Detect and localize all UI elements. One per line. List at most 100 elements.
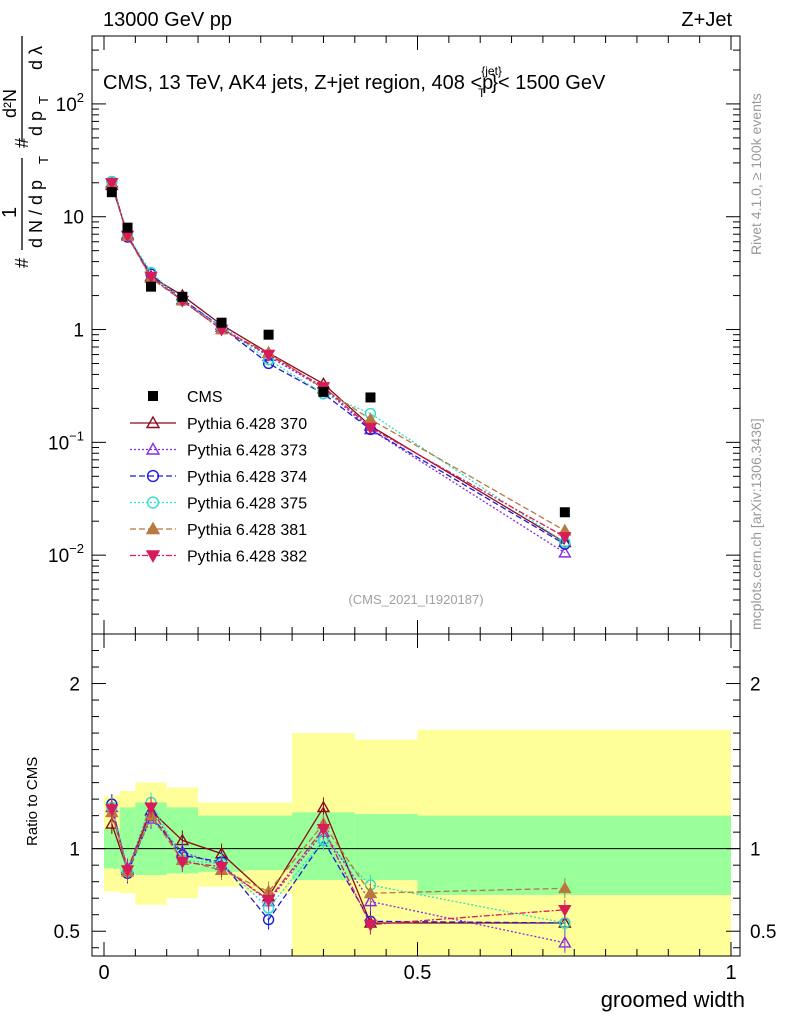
cms-data-point [263, 329, 274, 340]
series-line-main [111, 181, 566, 543]
y-tick-label-main: 10 [63, 208, 84, 229]
cms-data-point [122, 222, 133, 233]
cms-data-point [177, 291, 188, 302]
plot-title: CMS, 13 TeV, AK4 jets, Z+jet region, 408… [103, 64, 606, 100]
series-marker-ratio [316, 824, 331, 836]
series-marker-ratio [261, 895, 276, 907]
top-panel: 10−2 10−1 1 10 102 CMS, 13 TeV, AK4 jets, Z+… [48, 35, 741, 635]
series-marker-main [558, 545, 572, 558]
legend-entry: Pythia 6.428 381 [130, 521, 307, 539]
svg-text:d p: d p [26, 111, 46, 136]
x-tick-label: 1 [725, 962, 736, 984]
legend-label: Pythia 6.428 382 [187, 549, 307, 566]
series-marker-main [363, 422, 378, 435]
legend-label: Pythia 6.428 375 [187, 496, 307, 513]
svg-text:1: 1 [0, 207, 21, 218]
plot-title-sub: T [478, 86, 486, 100]
cms-data-point [106, 187, 117, 198]
cms-data-point [365, 392, 376, 403]
legend-entry: Pythia 6.428 374 [130, 469, 307, 486]
uncertainty-band-green [354, 813, 418, 881]
legend-entry: Pythia 6.428 382 [130, 549, 307, 566]
svg-text:T: T [36, 96, 51, 104]
header-left: 13000 GeV pp [103, 9, 232, 31]
series-line-main [111, 182, 566, 538]
uncertainty-band-green [245, 815, 293, 871]
legend-label: Pythia 6.428 370 [187, 416, 307, 433]
series-marker-ratio [105, 804, 119, 816]
svg-text:d λ: d λ [26, 46, 46, 70]
series-marker-ratio [144, 802, 158, 815]
top-panel-frame [91, 35, 741, 635]
svg-text:T: T [36, 156, 51, 164]
header-right: Z+Jet [681, 9, 732, 31]
cms-data-point [559, 507, 570, 518]
legend: CMS Pythia 6.428 370 Pythia 6.428 373 Pythi… [130, 389, 307, 566]
x-tick-label: 0.5 [404, 962, 432, 984]
legend-entry: Pythia 6.428 373 [130, 442, 307, 460]
legend-marker [146, 469, 160, 483]
series-line-main [111, 181, 566, 545]
series-marker-ratio [120, 865, 135, 878]
x-tick-label: 0 [98, 962, 109, 984]
x-axis-label: groomed width [601, 987, 745, 1012]
y-tick-label-ratio-right: 1 [750, 840, 761, 861]
bottom-panel-frame [91, 633, 741, 957]
series-marker-ratio [558, 881, 572, 894]
y-tick-label-main: 10−1 [48, 428, 84, 454]
y-axis-label-ratio: Ratio to CMS [24, 757, 41, 846]
series-line-main [111, 185, 566, 543]
legend-label: CMS [187, 389, 223, 406]
bottom-panel: 0.5 0.5 1 1 2 2 0 0.5 1 [54, 633, 776, 984]
y-tick-label-ratio-left: 0.5 [54, 922, 80, 943]
cms-data-point [318, 386, 329, 397]
svg-text:#: # [12, 138, 32, 148]
y-tick-label-ratio-right: 0.5 [750, 922, 776, 943]
legend-marker [145, 550, 161, 563]
svg-text:#: # [12, 258, 32, 268]
y-tick-label-main: 102 [56, 90, 84, 116]
series-line-ratio [111, 803, 565, 924]
cms-data-point [216, 317, 227, 328]
legend-entry: CMS [148, 389, 223, 406]
y-tick-label-main: 10−2 [48, 541, 84, 567]
series-marker-main [105, 177, 119, 190]
y-tick-label-ratio-right: 2 [750, 675, 761, 696]
y-tick-label-ratio-left: 1 [69, 840, 80, 861]
series-marker-ratio [558, 904, 572, 917]
y-axis-label-main: # 1 d N / d p T # d²N d p T d λ [0, 36, 51, 268]
series-marker-main [144, 271, 158, 284]
legend-entry: Pythia 6.428 375 [130, 496, 307, 513]
legend-marker [145, 442, 161, 455]
plot-title-end: }< 1500 GeV [491, 72, 606, 94]
y-tick-label-ratio-left: 2 [69, 675, 80, 696]
side-label-mcplots: mcplots.cern.ch [arXiv:1306.3436] [748, 418, 764, 630]
legend-marker [145, 415, 161, 429]
legend-marker [146, 496, 160, 509]
legend-label: Pythia 6.428 374 [187, 469, 307, 486]
series-marker-main [261, 349, 276, 362]
series-marker-main [363, 412, 378, 425]
side-label-rivet: Rivet 4.1.0, ≥ 100k events [748, 93, 764, 255]
legend-label: Pythia 6.428 381 [187, 522, 307, 539]
series-marker-ratio [175, 857, 190, 869]
analysis-watermark: (CMS_2021_I1920187) [348, 592, 483, 607]
svg-text:d²N: d²N [0, 89, 20, 118]
plot-title-sup: {jet} [481, 64, 502, 78]
series-marker-ratio [214, 862, 229, 874]
y-tick-label-main: 1 [73, 321, 84, 342]
series-marker-ratio [316, 800, 331, 813]
series-marker-ratio [558, 935, 572, 948]
legend-marker [148, 391, 158, 401]
plot-title-main: CMS, 13 TeV, AK4 jets, Z+jet region, 408… [103, 72, 493, 94]
legend-marker [145, 521, 161, 535]
series-line-main [111, 183, 566, 532]
series-marker-main [558, 532, 572, 544]
series-marker-ratio [363, 894, 378, 907]
cms-data-point [146, 281, 157, 292]
uncertainty-band-green [417, 815, 731, 895]
series-marker-ratio [363, 919, 378, 932]
legend-label: Pythia 6.428 373 [187, 443, 307, 460]
svg-text:d N / d p: d N / d p [26, 180, 46, 248]
